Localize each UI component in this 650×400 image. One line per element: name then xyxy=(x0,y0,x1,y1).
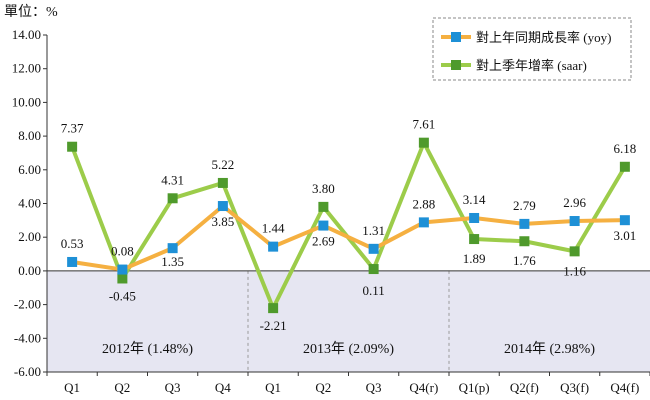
data-label-yoy: 1.35 xyxy=(161,254,184,269)
legend: 對上年同期成長率 (yoy) 對上季年增率 (saar) xyxy=(432,17,632,81)
year-group-label: 2014年 (2.98%) xyxy=(504,341,595,357)
data-label-yoy: 2.96 xyxy=(563,195,586,210)
data-label-saar: 3.80 xyxy=(312,181,335,196)
data-label-yoy: 3.14 xyxy=(463,192,486,207)
year-group-label: 2013年 (2.09%) xyxy=(303,341,394,357)
data-point-marker xyxy=(67,256,78,267)
y-tick-label: 6.00 xyxy=(18,162,41,177)
data-label-saar: 5.22 xyxy=(212,157,235,172)
legend-swatch-marker xyxy=(451,32,461,42)
series-lines xyxy=(70,140,627,311)
x-tick-label: Q3 xyxy=(366,380,382,395)
series-markers xyxy=(67,137,630,314)
x-tick-label: Q1(p) xyxy=(459,380,490,395)
x-tick-label: Q2 xyxy=(315,380,331,395)
data-label-yoy: 3.85 xyxy=(212,214,235,229)
y-tick-label: 4.00 xyxy=(18,196,41,211)
data-label-saar: 0.11 xyxy=(362,283,384,298)
data-label-saar: 1.16 xyxy=(563,263,586,278)
data-point-marker xyxy=(619,161,630,172)
data-point-marker xyxy=(418,217,429,228)
data-label-saar: -2.21 xyxy=(260,318,287,333)
data-point-marker xyxy=(117,264,128,275)
y-tick-label: 10.00 xyxy=(12,94,41,109)
y-tick-label: 0.00 xyxy=(18,263,41,278)
data-label-saar: 4.31 xyxy=(161,172,184,187)
y-tick-label: -2.00 xyxy=(14,297,41,312)
negative-region-fill xyxy=(47,270,650,372)
legend-label: 對上年同期成長率 (yoy) xyxy=(476,30,611,45)
data-point-marker xyxy=(318,220,329,231)
legend-label: 對上季年增率 (saar) xyxy=(476,58,587,73)
y-tick-label: -6.00 xyxy=(14,364,41,379)
series-line xyxy=(71,204,625,272)
legend-swatch-marker xyxy=(451,60,461,70)
y-tick-label: 8.00 xyxy=(18,128,41,143)
data-point-marker xyxy=(167,243,178,254)
y-tick-label: -4.00 xyxy=(14,330,41,345)
data-point-marker xyxy=(519,236,530,247)
data-point-marker xyxy=(217,177,228,188)
data-point-marker xyxy=(569,246,580,257)
x-tick-label: Q4(r) xyxy=(409,380,438,395)
data-point-marker xyxy=(619,215,630,226)
year-group-label: 2012年 (1.48%) xyxy=(102,341,193,357)
data-label-saar: -0.45 xyxy=(109,288,136,303)
x-tick-label: Q3 xyxy=(165,380,181,395)
data-point-marker xyxy=(569,216,580,227)
x-tick-label: Q4(f) xyxy=(610,380,639,395)
data-point-marker xyxy=(217,201,228,212)
year-dividers xyxy=(247,270,450,372)
data-label-yoy: 0.08 xyxy=(111,244,134,259)
data-point-marker xyxy=(268,303,279,314)
data-point-marker xyxy=(67,141,78,152)
x-tick-label: Q1 xyxy=(265,380,281,395)
y-tick-label: 12.00 xyxy=(12,61,41,76)
data-point-marker xyxy=(519,218,530,229)
x-tick-label: Q2(f) xyxy=(510,380,539,395)
data-label-yoy: 2.79 xyxy=(513,198,536,213)
y-tick-label: 2.00 xyxy=(18,229,41,244)
x-tick-label: Q1 xyxy=(64,380,80,395)
data-point-marker xyxy=(318,201,329,212)
data-point-marker xyxy=(469,234,480,245)
data-label-saar: 6.18 xyxy=(614,141,637,156)
negative-value-region xyxy=(47,270,650,372)
data-point-marker xyxy=(368,264,379,275)
x-tick-label: Q4 xyxy=(215,380,231,395)
data-label-yoy: 2.69 xyxy=(312,234,335,249)
data-label-yoy: 1.44 xyxy=(262,221,285,236)
data-point-marker xyxy=(368,243,379,254)
x-axis-ticks: Q1 Q2 Q3 Q4 Q1 Q2 Q3 Q4(r) Q1(p) Q2(f) Q3(f) Q4(f) xyxy=(46,372,650,395)
data-label-yoy: 3.01 xyxy=(614,228,637,243)
data-label-saar: 7.37 xyxy=(61,121,84,136)
data-point-marker xyxy=(469,212,480,223)
unit-label: 單位：% xyxy=(4,4,58,20)
data-labels: 0.53 7.37 0.08 -0.45 1.35 4.31 3.85 5.22 1.44 -2.… xyxy=(61,117,637,333)
data-label-yoy: 0.53 xyxy=(61,236,84,251)
y-tick-label: 14.00 xyxy=(12,27,41,42)
data-label-saar: 7.61 xyxy=(413,117,436,132)
data-label-saar: 1.89 xyxy=(463,251,486,266)
data-label-yoy: 1.31 xyxy=(362,223,385,238)
data-point-marker xyxy=(418,137,429,148)
data-label-yoy: 2.88 xyxy=(413,196,436,211)
x-tick-label: Q2 xyxy=(114,380,130,395)
data-point-marker xyxy=(167,193,178,204)
year-group-labels: 2012年 (1.48%) 2013年 (2.09%) 2014年 (2.98%) xyxy=(102,341,595,357)
data-point-marker xyxy=(268,241,279,252)
y-axis-ticks: 14.00 12.00 10.00 8.00 6.00 4.00 2.00 0.00 -2.00… xyxy=(12,27,47,379)
x-tick-label: Q3(f) xyxy=(560,380,589,395)
data-point-marker xyxy=(117,273,128,284)
data-label-saar: 1.76 xyxy=(513,253,536,268)
legend-box xyxy=(432,17,632,81)
